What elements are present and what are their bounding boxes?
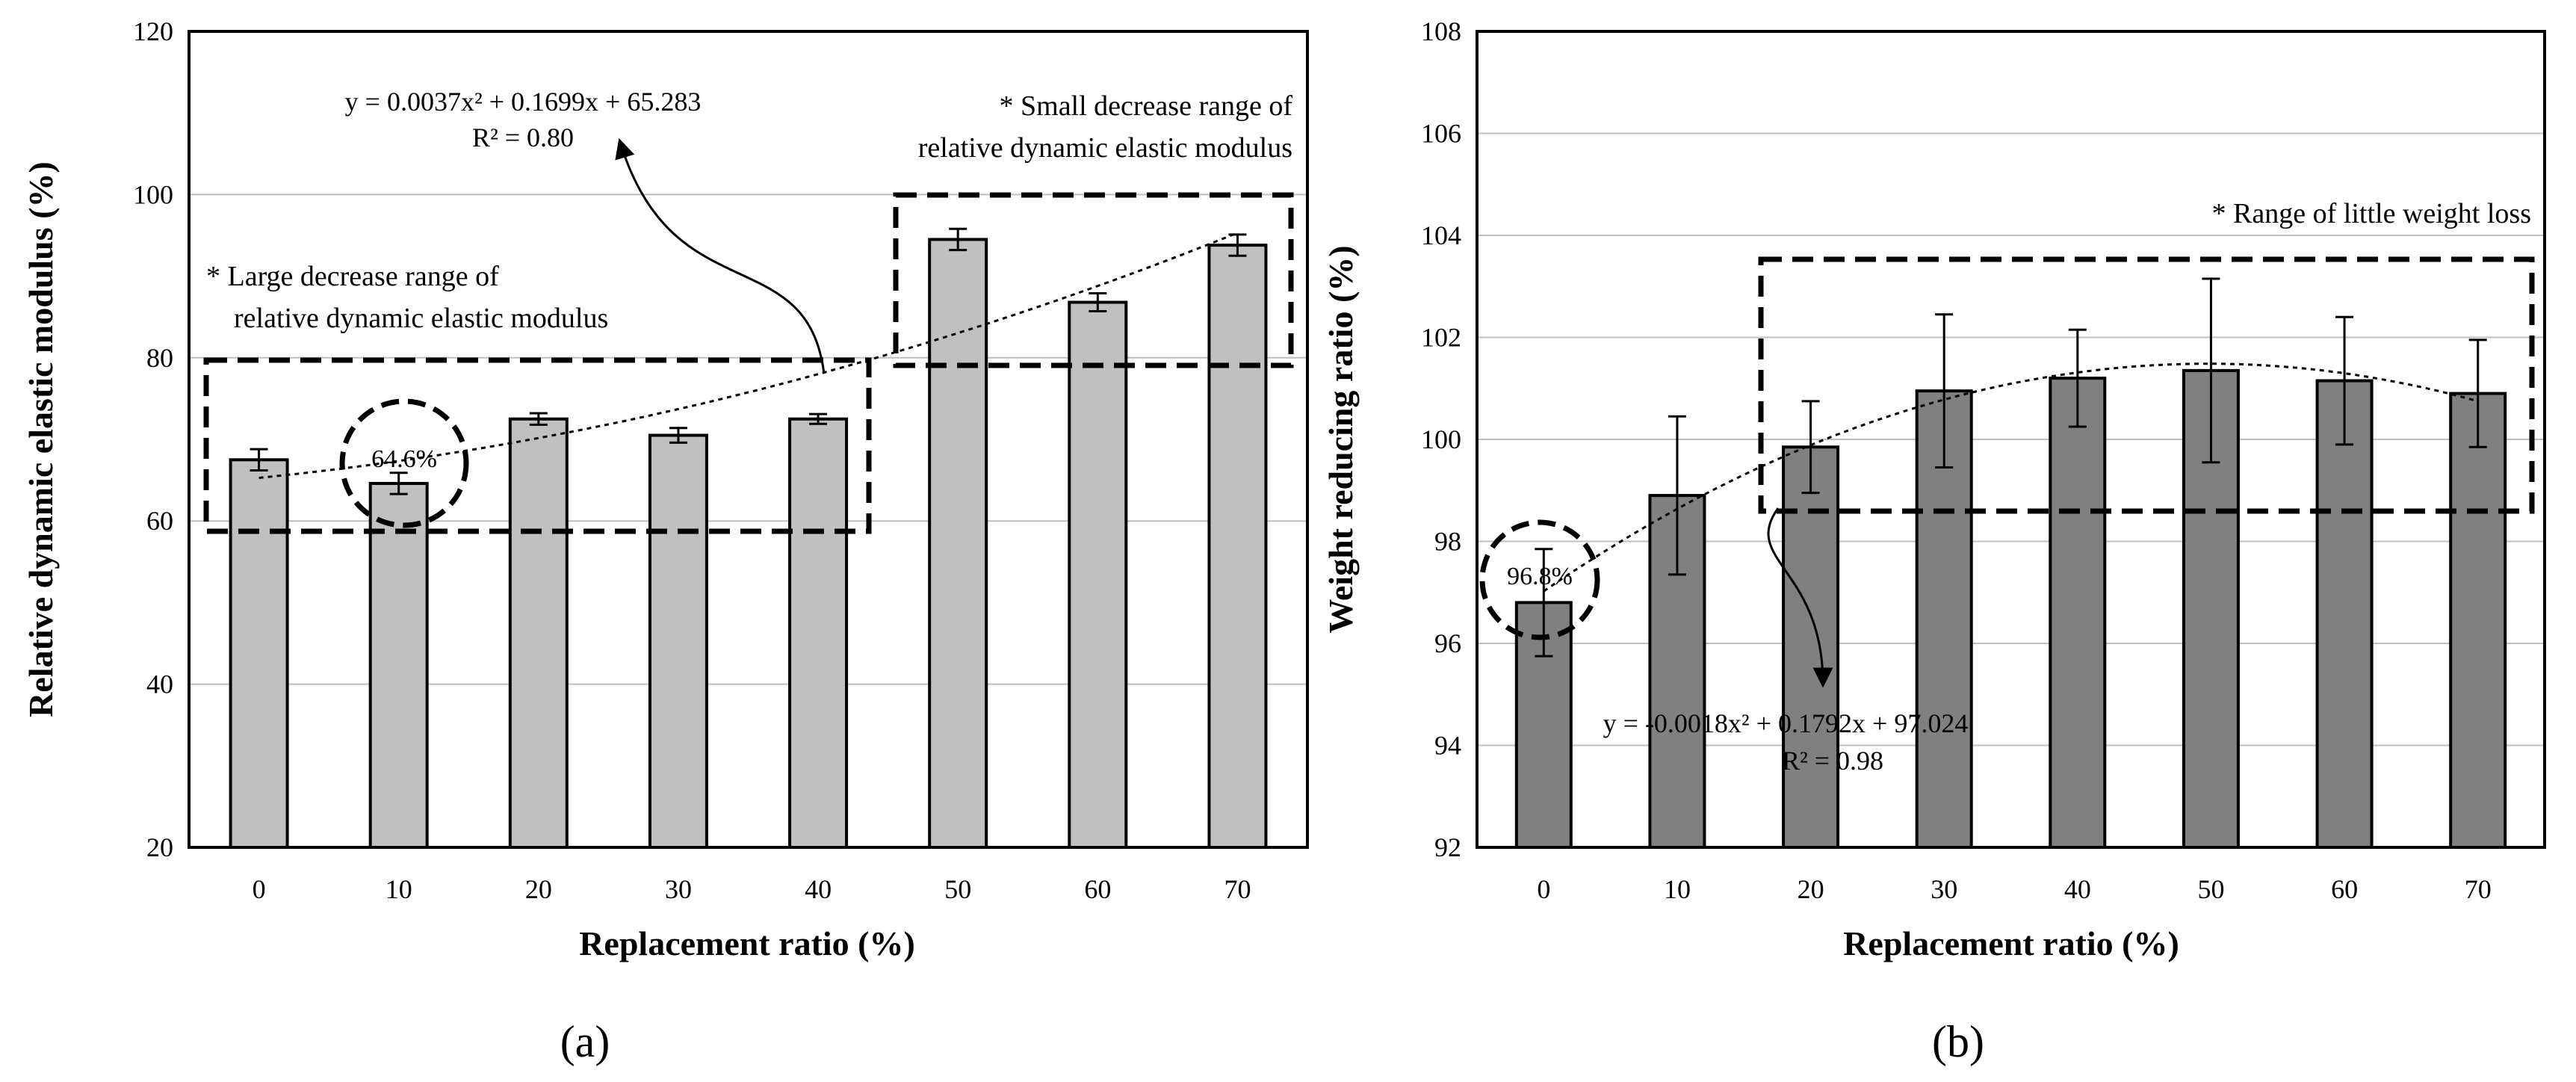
a-x-tick-label: 70 — [1224, 874, 1251, 904]
b-x-tick-label: 60 — [2331, 874, 2358, 904]
a-low-value-circle — [339, 398, 469, 528]
b-y-tick-label: 108 — [1421, 16, 1461, 46]
b-x-axis-label: Replacement ratio (%) — [1843, 924, 2179, 962]
b-low-value-label: 96.8% — [1507, 563, 1573, 590]
a-x-tick-label: 10 — [386, 874, 412, 904]
b-little-loss-box — [1758, 256, 2535, 514]
a-x-tick-label: 30 — [665, 874, 692, 904]
a-y-tick-labels: 20 40 60 80 100 120 — [133, 16, 173, 862]
b-x-tick-labels: 0 10 20 30 40 50 60 70 — [1537, 874, 2491, 904]
a-error-bar-20 — [529, 412, 548, 426]
panel-a: 20 40 60 80 100 120 0 10 20 30 40 50 60 70 y = 0.003… — [22, 16, 1309, 1066]
a-y-tick-label: 120 — [133, 16, 173, 46]
a-large-decrease-box — [203, 357, 872, 534]
a-error-bar-0 — [250, 448, 268, 472]
b-x-tick-label: 10 — [1664, 874, 1691, 904]
b-error-bar-40 — [2068, 328, 2087, 428]
a-error-bar-60 — [1089, 292, 1107, 313]
a-trendline — [258, 232, 1238, 479]
b-bar-60 — [2315, 379, 2374, 849]
b-y-tick-label: 96 — [1434, 628, 1461, 658]
a-bar-20 — [508, 417, 569, 849]
b-error-bar-20 — [1801, 400, 1820, 495]
b-y-tick-label: 92 — [1434, 832, 1461, 862]
a-bar-30 — [648, 433, 708, 849]
a-bars — [229, 238, 1268, 850]
a-x-tick-label: 20 — [525, 874, 552, 904]
a-y-tick-label: 100 — [133, 179, 173, 209]
b-plot-area — [1476, 30, 2546, 849]
b-y-tick-label: 94 — [1434, 731, 1461, 761]
b-trend-r2: R² = 0.98 — [1782, 746, 1883, 776]
a-large-range-label-1: * Large decrease range of — [206, 261, 499, 292]
a-error-bar-30 — [669, 427, 687, 444]
a-bar-60 — [1068, 300, 1128, 849]
b-error-bar-50 — [2202, 277, 2220, 464]
a-error-bar-10 — [389, 472, 408, 495]
b-y-tick-label: 106 — [1421, 119, 1461, 149]
a-plot-area — [188, 30, 1309, 849]
b-trend-equation: y = -0.0018x² + 0.1792x + 97.024 — [1603, 708, 1969, 738]
a-bar-10 — [368, 481, 429, 850]
b-y-tick-label: 100 — [1421, 424, 1461, 454]
b-x-tick-label: 0 — [1537, 874, 1550, 904]
a-small-decrease-box — [893, 192, 1294, 368]
b-range-label: * Range of little weight loss — [2212, 198, 2531, 229]
b-bar-70 — [2449, 392, 2507, 849]
a-equation-arrow — [615, 137, 826, 374]
a-panel-label: (a) — [560, 1017, 610, 1066]
b-x-tick-label: 50 — [2197, 874, 2224, 904]
a-small-range-label-1: * Small decrease range of — [1000, 90, 1293, 122]
a-x-tick-label: 0 — [253, 874, 266, 904]
a-trend-r2: R² = 0.80 — [472, 123, 574, 152]
a-low-value-label: 64.6% — [371, 445, 437, 473]
b-x-tick-label: 70 — [2465, 874, 2492, 904]
a-y-tick-label: 40 — [146, 670, 173, 699]
a-x-tick-label: 40 — [805, 874, 832, 904]
b-y-tick-label: 98 — [1434, 527, 1461, 557]
b-y-tick-label: 102 — [1421, 323, 1461, 353]
b-equation-arrow — [1767, 507, 1833, 688]
b-x-tick-label: 20 — [1798, 874, 1824, 904]
a-bar-0 — [229, 458, 289, 849]
a-bar-50 — [928, 238, 988, 849]
b-y-tick-label: 104 — [1421, 220, 1461, 250]
b-x-tick-label: 40 — [2064, 874, 2091, 904]
b-panel-label: (b) — [1932, 1017, 1984, 1066]
a-trend-equation: y = 0.0037x² + 0.1699x + 65.283 — [345, 87, 702, 117]
b-error-bar-60 — [2335, 315, 2354, 446]
b-error-bar-10 — [1668, 415, 1686, 576]
a-x-tick-label: 50 — [944, 874, 971, 904]
a-y-tick-label: 60 — [146, 506, 173, 536]
b-trendline — [1543, 362, 2479, 593]
a-error-bar-50 — [949, 227, 967, 252]
a-bar-70 — [1207, 244, 1268, 849]
b-y-axis-label: Weight reducing ratio (%) — [1322, 245, 1360, 633]
b-error-bar-30 — [1935, 313, 1954, 469]
a-x-tick-label: 60 — [1084, 874, 1111, 904]
a-x-axis-label: Replacement ratio (%) — [579, 924, 915, 962]
a-error-bar-40 — [809, 412, 828, 425]
b-bars — [1514, 368, 2507, 850]
b-y-tick-labels: 92 94 96 98 100 102 104 106 108 — [1421, 16, 1461, 862]
b-x-tick-label: 30 — [1931, 874, 1957, 904]
a-y-tick-label: 20 — [146, 832, 173, 862]
a-bar-40 — [788, 417, 849, 849]
b-bar-40 — [2049, 377, 2107, 850]
b-error-bar-70 — [2468, 338, 2487, 448]
b-bar-20 — [1782, 445, 1840, 849]
b-low-value-circle — [1479, 519, 1600, 640]
a-error-bars — [250, 227, 1247, 495]
a-y-axis-label: Relative dynamic elastic modulus (%) — [22, 161, 60, 717]
a-large-range-label-2: relative dynamic elastic modulus — [234, 303, 608, 334]
a-x-tick-labels: 0 10 20 30 40 50 60 70 — [253, 874, 1251, 904]
a-small-range-label-2: relative dynamic elastic modulus — [918, 132, 1292, 164]
a-y-tick-label: 80 — [146, 343, 173, 373]
